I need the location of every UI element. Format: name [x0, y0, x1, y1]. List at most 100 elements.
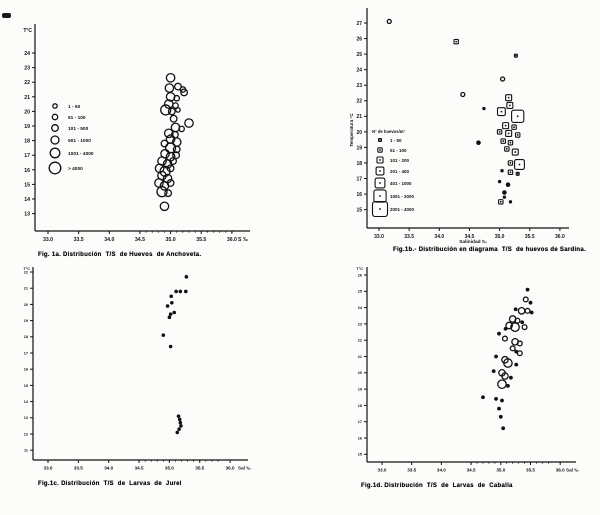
svg-text:33.5: 33.5 [74, 237, 84, 243]
svg-text:1 - 50: 1 - 50 [68, 104, 81, 110]
svg-text:501 - 1000: 501 - 1000 [68, 138, 91, 144]
svg-text:24: 24 [358, 306, 363, 310]
svg-text:26: 26 [356, 36, 362, 42]
svg-text:34.0: 34.0 [104, 466, 113, 471]
svg-text:15: 15 [356, 208, 362, 214]
svg-text:34.5: 34.5 [465, 234, 475, 240]
svg-text:Temperatura °C: Temperatura °C [349, 113, 354, 147]
fig1c-scatter-plot: 22 21 20 19 18 17 16 15 14 13 12 11 33.0 33.5 34.0 34.5… [23, 267, 251, 471]
svg-text:22: 22 [24, 80, 30, 86]
svg-text:33.5: 33.5 [407, 468, 416, 473]
scan-artifact [2, 13, 11, 18]
svg-text:36.0: 36.0 [556, 468, 565, 473]
svg-text:T°C: T°C [23, 267, 30, 271]
svg-text:1001 - 2000: 1001 - 2000 [390, 194, 415, 199]
svg-text:Sal ‰: Sal ‰ [566, 468, 579, 473]
svg-text:34.0: 34.0 [437, 468, 446, 473]
svg-text:18: 18 [358, 404, 362, 408]
svg-text:18: 18 [24, 139, 30, 145]
svg-text:35.0: 35.0 [166, 237, 176, 243]
svg-text:13: 13 [24, 416, 28, 420]
svg-text:35.0: 35.0 [495, 234, 505, 240]
svg-text:24: 24 [356, 68, 362, 74]
fig1c-caption: Fig.1c. Distribución T/S de Larvas de Ju… [38, 481, 182, 487]
svg-text:33.5: 33.5 [74, 466, 83, 471]
svg-text:25: 25 [358, 290, 362, 294]
svg-text:T°C: T°C [23, 28, 32, 34]
svg-text:1001 - 4000: 1001 - 4000 [68, 151, 94, 157]
svg-text:33.5: 33.5 [404, 234, 414, 240]
svg-text:35.5: 35.5 [196, 237, 206, 243]
svg-text:20: 20 [24, 303, 28, 307]
svg-text:16: 16 [24, 168, 30, 174]
panel-fig1b-huevos-sardina: 27 26 25 24 23 22 21 20 19 18 17 16 15 33.0 33.5 34.0 34… [333, 0, 600, 253]
svg-text:15: 15 [24, 384, 28, 388]
svg-text:Sal ‰: Sal ‰ [238, 466, 251, 471]
panel-fig1a-huevos-anchoveta: 24 23 22 21 20 19 18 17 16 15 14 13 33.0 33.5 34.0 34.5… [8, 10, 320, 258]
svg-text:101 - 500: 101 - 500 [68, 126, 89, 132]
svg-text:35.5: 35.5 [526, 468, 535, 473]
svg-text:14: 14 [24, 400, 29, 404]
svg-text:51 - 100: 51 - 100 [390, 148, 407, 153]
svg-text:S ‰: S ‰ [238, 237, 249, 243]
svg-text:T°C: T°C [356, 267, 363, 271]
svg-text:22: 22 [24, 270, 28, 274]
svg-text:21: 21 [356, 114, 362, 120]
svg-text:34.0: 34.0 [104, 237, 114, 243]
svg-text:20: 20 [24, 109, 30, 115]
svg-text:19: 19 [356, 145, 362, 151]
svg-text:16: 16 [356, 192, 362, 198]
svg-text:35.0: 35.0 [165, 466, 174, 471]
svg-text:19: 19 [358, 388, 362, 392]
svg-text:34.0: 34.0 [434, 234, 444, 240]
svg-text:14: 14 [24, 197, 30, 203]
svg-text:2001 - 4000: 2001 - 4000 [390, 207, 415, 212]
svg-text:33.0: 33.0 [43, 237, 53, 243]
svg-text:21: 21 [24, 287, 28, 291]
svg-text:36.0: 36.0 [555, 234, 565, 240]
svg-text:16: 16 [358, 436, 362, 440]
svg-text:12: 12 [24, 432, 28, 436]
fig1d-scatter-plot: 26 25 24 23 22 21 20 19 18 17 16 15 33.0 33.5 34.0 34.5… [356, 267, 579, 473]
svg-text:20: 20 [358, 371, 362, 375]
svg-text:33.0: 33.0 [378, 468, 387, 473]
panel-fig1c-larvas-jurel: 22 21 20 19 18 17 16 15 14 13 12 11 33.0 33.5 34.0 34.5… [8, 263, 324, 487]
svg-text:34.5: 34.5 [467, 468, 476, 473]
svg-text:23: 23 [356, 83, 362, 89]
svg-text:24: 24 [24, 51, 30, 57]
svg-text:17: 17 [24, 153, 30, 159]
svg-text:36.0: 36.0 [227, 237, 237, 243]
svg-text:33.0: 33.0 [374, 234, 384, 240]
svg-text:19: 19 [24, 319, 28, 323]
svg-text:35.5: 35.5 [195, 466, 204, 471]
svg-text:16: 16 [24, 368, 28, 372]
svg-text:401 - 1000: 401 - 1000 [390, 181, 412, 186]
svg-text:22: 22 [358, 339, 362, 343]
panel-fig1d-larvas-caballa: 26 25 24 23 22 21 20 19 18 17 16 15 33.0 33.5 34.0 34.5… [333, 263, 600, 489]
svg-text:36.0: 36.0 [226, 466, 235, 471]
svg-text:17: 17 [356, 176, 362, 182]
svg-text:17: 17 [358, 420, 362, 424]
svg-text:34.5: 34.5 [135, 237, 145, 243]
svg-text:33.0: 33.0 [44, 466, 53, 471]
svg-text:22: 22 [356, 99, 362, 105]
svg-text:51 - 100: 51 - 100 [68, 115, 86, 121]
svg-text:Salinidad ‰: Salinidad ‰ [459, 239, 487, 245]
svg-text:35.0: 35.0 [496, 468, 505, 473]
svg-text:23: 23 [24, 66, 30, 72]
svg-text:N° de huevos/m²: N° de huevos/m² [372, 129, 405, 134]
fig1d-caption: Fig.1d. Distribución T/S de Larvas de Ca… [361, 483, 513, 489]
svg-text:15: 15 [358, 453, 362, 457]
svg-text:201 - 400: 201 - 400 [390, 169, 410, 174]
svg-text:18: 18 [356, 161, 362, 167]
svg-text:20: 20 [356, 130, 362, 136]
fig1b-scatter-plot: 27 26 25 24 23 22 21 20 19 18 17 16 15 33.0 33.5 34.0 34… [349, 8, 569, 245]
svg-text:11: 11 [24, 449, 28, 453]
svg-text:34.5: 34.5 [135, 466, 144, 471]
fig1a-caption: Fig. 1a. Distribución T/S de Huevos de A… [38, 252, 202, 258]
svg-text:21: 21 [358, 355, 362, 359]
svg-text:27: 27 [356, 21, 362, 27]
svg-text:19: 19 [24, 124, 30, 130]
svg-text:1 - 50: 1 - 50 [390, 138, 402, 143]
